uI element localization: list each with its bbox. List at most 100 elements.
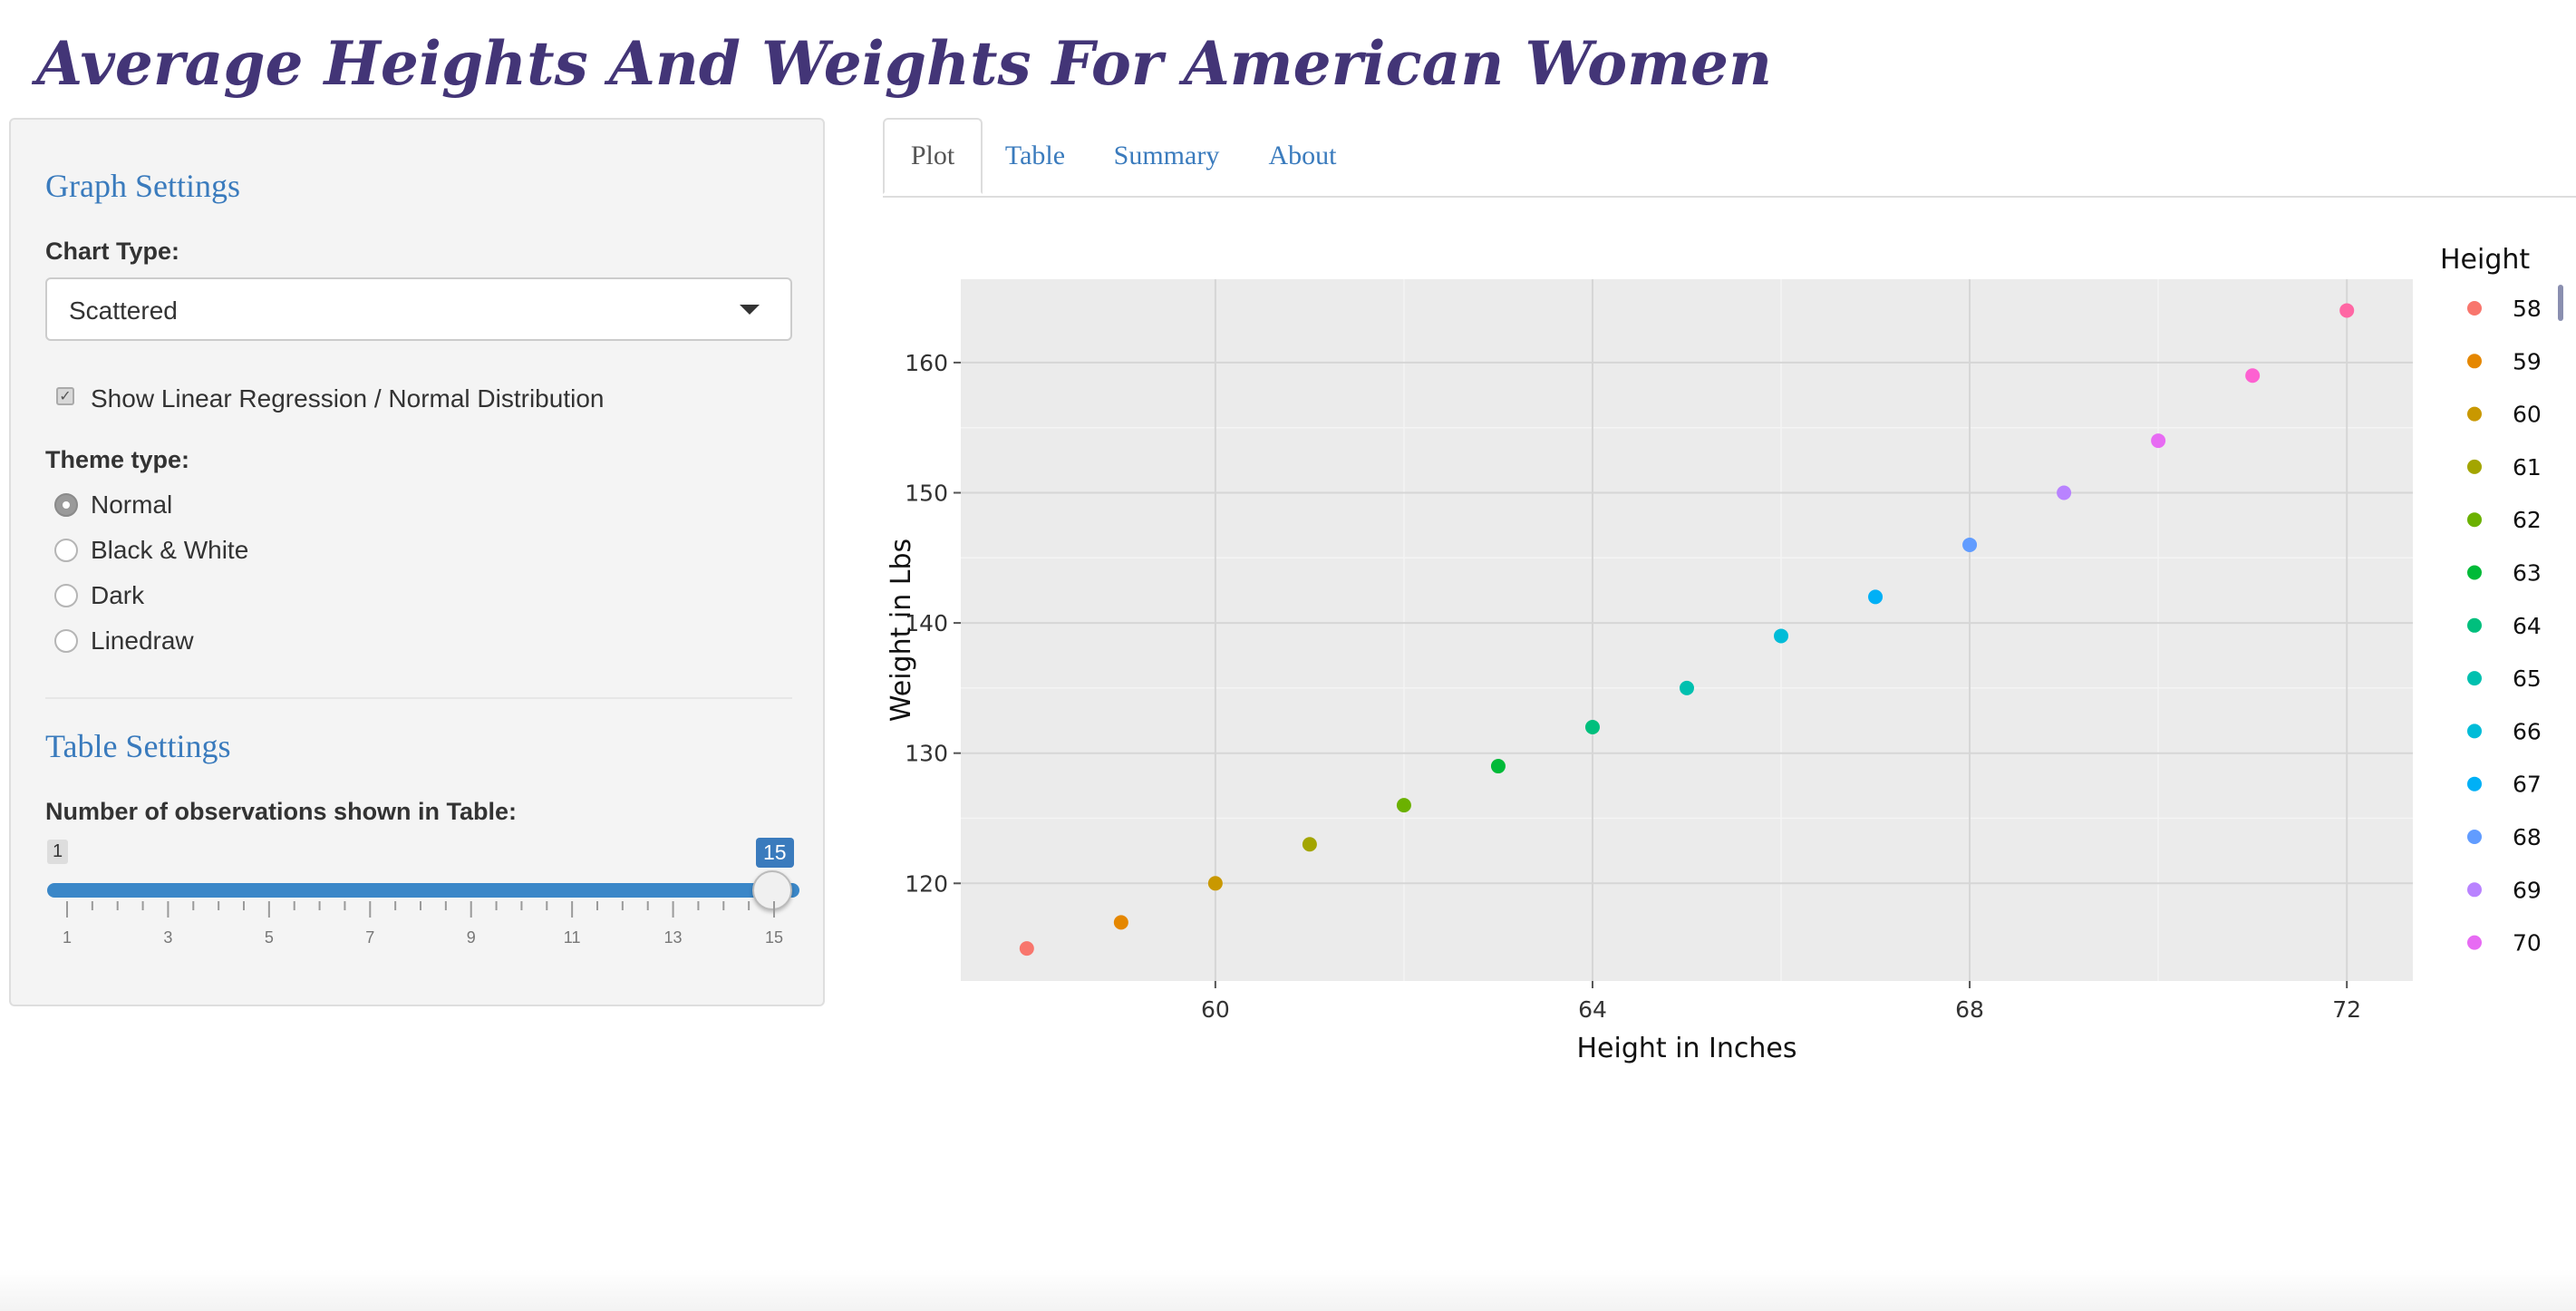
checkmark-icon: ✓ bbox=[56, 387, 74, 405]
legend-label: 69 bbox=[2513, 877, 2542, 903]
scatter-point bbox=[1868, 589, 1884, 605]
legend-label: 59 bbox=[2513, 348, 2542, 374]
legend-swatch bbox=[2467, 830, 2482, 844]
x-tick-label: 72 bbox=[2332, 996, 2361, 1023]
plot-area: 60 64 68 72 120 130 140 150 160 Height in Inches W… bbox=[883, 209, 2576, 1115]
sidebar-panel: Graph Settings Chart Type: Scattered ✓ S… bbox=[9, 118, 825, 1006]
x-tick-label: 68 bbox=[1955, 996, 1984, 1023]
legend-swatch bbox=[2467, 723, 2482, 739]
theme-radio-normal[interactable]: Normal bbox=[45, 485, 589, 525]
scatter-point bbox=[1207, 876, 1223, 891]
graph-settings-title: Graph Settings bbox=[45, 168, 240, 204]
theme-type-label: Theme type: bbox=[45, 446, 190, 473]
scatter-point bbox=[1680, 680, 1694, 695]
theme-radio-dark[interactable]: Dark bbox=[45, 576, 589, 616]
legend-swatch bbox=[2467, 354, 2482, 369]
legend-label: 65 bbox=[2513, 665, 2542, 692]
scatter-point bbox=[1962, 537, 1978, 552]
theme-radio-black-white[interactable]: Black & White bbox=[45, 530, 589, 570]
tab-table[interactable]: Table bbox=[1004, 141, 1066, 170]
legend-swatch bbox=[2467, 882, 2482, 898]
slider-tick-label: 11 bbox=[564, 928, 581, 947]
scatter-point bbox=[1490, 759, 1506, 774]
slider-tick-label: 3 bbox=[163, 928, 172, 947]
y-tick-label: 120 bbox=[905, 870, 948, 897]
legend-scrollbar[interactable] bbox=[2558, 285, 2563, 321]
slider-tick-label: 15 bbox=[765, 928, 783, 947]
legend-swatch bbox=[2467, 935, 2482, 950]
radio-checked-icon bbox=[54, 493, 78, 517]
scatter-point bbox=[1396, 798, 1411, 813]
legend-swatch bbox=[2467, 617, 2482, 633]
y-tick-label: 130 bbox=[905, 741, 948, 767]
legend-swatch bbox=[2467, 406, 2482, 422]
legend-label: 67 bbox=[2513, 772, 2542, 798]
chart-type-select[interactable]: Scattered bbox=[45, 277, 792, 341]
scatter-point bbox=[1302, 837, 1317, 852]
x-tick-label: 64 bbox=[1578, 996, 1607, 1023]
slider-tick-label: 5 bbox=[265, 928, 274, 947]
theme-option-label: Black & White bbox=[91, 536, 249, 564]
theme-option-label: Linedraw bbox=[91, 626, 194, 655]
legend-swatch bbox=[2467, 565, 2482, 580]
section-divider bbox=[45, 697, 792, 699]
legend-label: 62 bbox=[2513, 507, 2542, 533]
plot-panel-background bbox=[961, 279, 2413, 981]
chart-type-label: Chart Type: bbox=[45, 238, 180, 265]
y-tick-label: 150 bbox=[905, 481, 948, 507]
slider-tick-label: 1 bbox=[63, 928, 72, 947]
scatter-point bbox=[1584, 719, 1600, 734]
scatter-point bbox=[2057, 485, 2072, 500]
page-bottom-shade bbox=[0, 1269, 2576, 1311]
y-tick-label: 160 bbox=[905, 350, 948, 376]
slider-tick-grid: 1 3 5 7 9 11 13 15 bbox=[63, 901, 783, 947]
scatter-point bbox=[2339, 303, 2355, 318]
legend-label: 70 bbox=[2513, 930, 2542, 957]
radio-unchecked-icon bbox=[54, 539, 78, 562]
legend-label: 66 bbox=[2513, 718, 2542, 744]
slider-track[interactable] bbox=[47, 883, 799, 898]
show-regression-label: Show Linear Regression / Normal Distribu… bbox=[91, 384, 605, 413]
legend-swatch bbox=[2467, 459, 2482, 474]
legend-label: 64 bbox=[2513, 613, 2542, 639]
legend-label: 60 bbox=[2513, 402, 2542, 428]
slider-min-label: 1 bbox=[47, 840, 69, 864]
slider-tick-label: 9 bbox=[467, 928, 476, 947]
legend-label: 63 bbox=[2513, 560, 2542, 587]
y-tick-label: 140 bbox=[905, 610, 948, 636]
tab-plot[interactable]: Plot bbox=[883, 118, 983, 194]
slider-tick-label: 7 bbox=[365, 928, 374, 947]
scatter-point bbox=[1774, 628, 1789, 644]
page-title: Average Heights And Weights For American… bbox=[36, 28, 1772, 99]
scatter-point bbox=[1113, 915, 1128, 930]
slider-value-label: 15 bbox=[756, 838, 794, 868]
theme-radio-linedraw[interactable]: Linedraw bbox=[45, 621, 589, 661]
caret-down-icon bbox=[740, 305, 760, 315]
scatter-chart: 60 64 68 72 120 130 140 150 160 Height in Inches W… bbox=[886, 244, 2563, 1064]
legend-label: 61 bbox=[2513, 454, 2542, 481]
scatter-point bbox=[1019, 941, 1034, 957]
x-axis-title: Height in Inches bbox=[1576, 1033, 1796, 1064]
observations-label: Number of observations shown in Table: bbox=[45, 798, 518, 825]
y-axis-title: Weight in Lbs bbox=[886, 539, 917, 722]
legend-swatch bbox=[2467, 512, 2482, 528]
legend-swatch bbox=[2467, 671, 2482, 686]
table-settings-title: Table Settings bbox=[45, 728, 231, 764]
legend-title: Height bbox=[2440, 244, 2530, 276]
theme-option-label: Normal bbox=[91, 490, 173, 519]
legend-swatch bbox=[2467, 776, 2482, 791]
slider-handle[interactable] bbox=[752, 870, 792, 910]
radio-unchecked-icon bbox=[54, 584, 78, 607]
x-tick-label: 60 bbox=[1201, 996, 1230, 1023]
tab-bar: Plot Table Summary About bbox=[883, 118, 2576, 198]
legend-swatch bbox=[2467, 301, 2482, 316]
theme-option-label: Dark bbox=[91, 581, 145, 609]
scatter-point bbox=[2151, 433, 2166, 449]
tab-about[interactable]: About bbox=[1268, 141, 1337, 170]
radio-unchecked-icon bbox=[54, 629, 78, 653]
legend-label: 68 bbox=[2513, 824, 2542, 850]
tab-summary[interactable]: Summary bbox=[1113, 141, 1220, 170]
chart-type-value: Scattered bbox=[69, 296, 178, 325]
scatter-point bbox=[2245, 368, 2261, 384]
legend-label: 58 bbox=[2513, 296, 2542, 322]
